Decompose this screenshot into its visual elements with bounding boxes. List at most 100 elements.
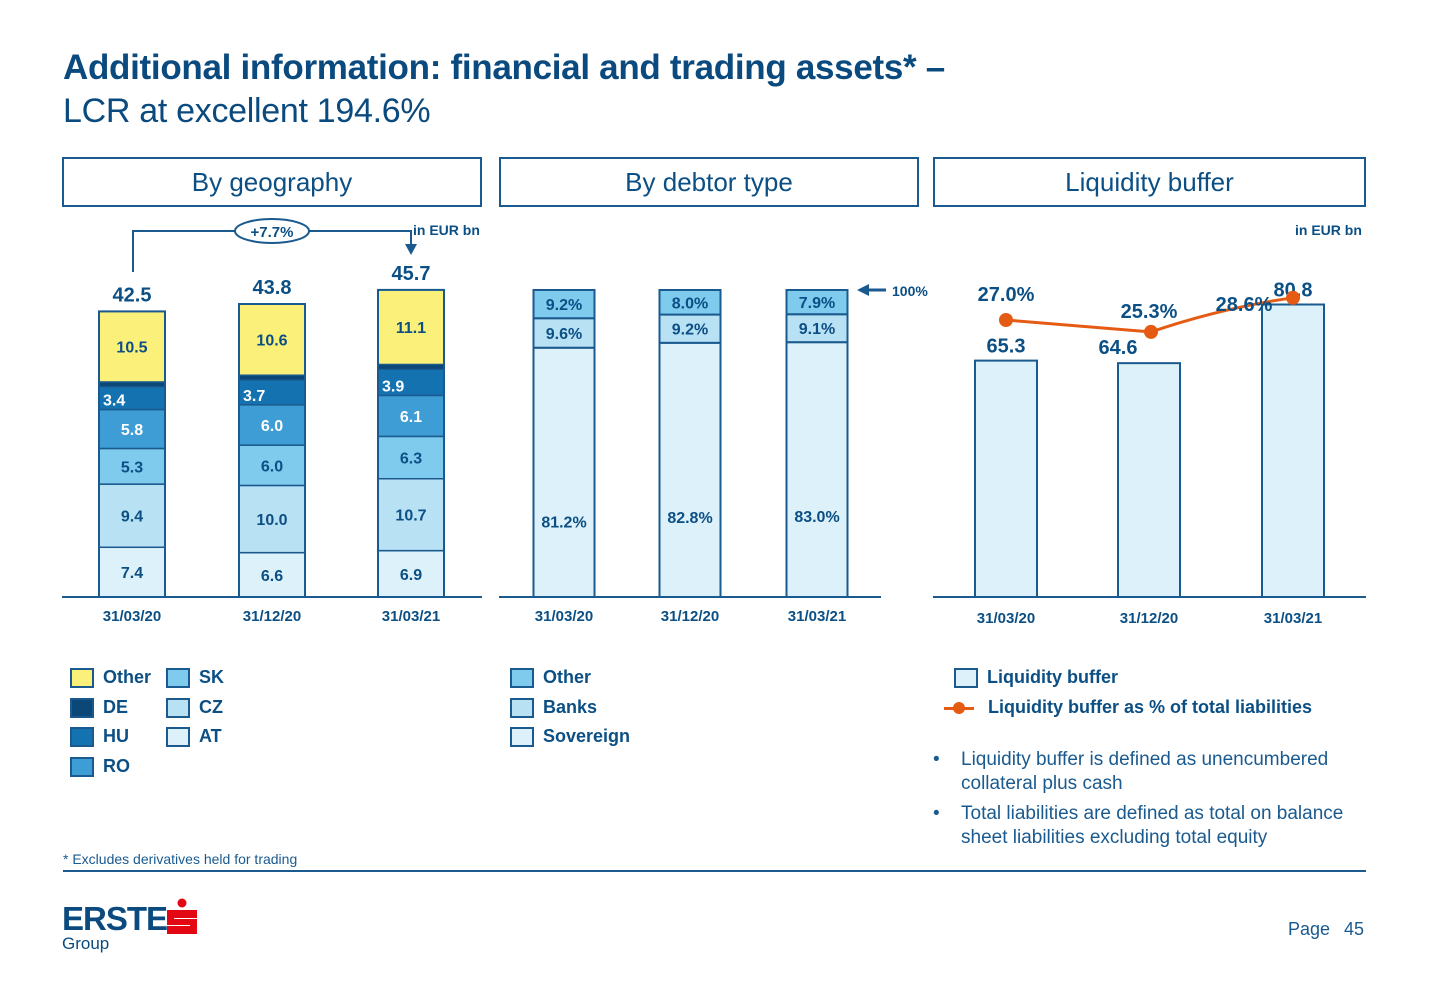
bar-value-label: 64.6: [1099, 337, 1138, 359]
bar-value-label: 5.3: [121, 459, 143, 476]
bar-value-label: 10.7: [395, 508, 426, 525]
bar-total-label: 43.8: [253, 277, 292, 299]
bar-value-label: 8.0%: [672, 295, 708, 312]
bar-segment-other: [532, 289, 596, 320]
bar-value-label: 5.8: [121, 422, 143, 439]
legend-swatch: [510, 726, 534, 747]
bar-value-label: 6.6: [261, 568, 283, 585]
growth-badge-label: +7.7%: [251, 224, 294, 241]
growth-bracket-right: [309, 230, 412, 246]
legend-item-ro: RO: [70, 756, 130, 777]
bar-liquidity-buffer: [974, 359, 1038, 599]
legend-swatch: [166, 697, 190, 718]
legend-label: DE: [103, 697, 129, 717]
bar-total-label: 45.7: [392, 263, 431, 285]
bar-value-label: 82.8%: [667, 510, 712, 527]
erste-group-logo: ERSTE Group: [62, 898, 197, 953]
legend-label: Other: [103, 667, 152, 687]
panel-header-geography: By geography: [62, 157, 482, 207]
x-tick-label: 31/12/20: [661, 608, 719, 625]
definition-notes: Liquidity buffer is defined as unencumbe…: [933, 748, 1373, 856]
page-subtitle: LCR at excellent 194.6%: [63, 92, 431, 130]
bar-value-label: 83.0%: [794, 509, 839, 526]
bar-segment-other: [238, 303, 306, 376]
line-point-marker: [999, 313, 1013, 327]
bar-segment-at: [98, 546, 166, 598]
bar-outline: [377, 288, 445, 598]
legend-swatch: [166, 726, 190, 747]
legend-label: Banks: [543, 697, 598, 717]
bar-value-label: 6.3: [400, 451, 422, 468]
legend-swatch: [166, 667, 190, 688]
page-label: Page: [1288, 919, 1331, 939]
legend-swatch: [510, 697, 534, 718]
bar-value-label: 3.9: [382, 378, 404, 395]
note-bullet: Total liabilities are defined as total o…: [933, 802, 1373, 850]
line-point-marker: [1144, 324, 1158, 339]
unit-label-liquidity: in EUR bn: [1295, 222, 1362, 238]
legend-item-liquidity-buffer-as-of-total-liabilities: Liquidity buffer as % of total liabiliti…: [944, 697, 1312, 718]
hundred-percent-arrow-icon: [857, 284, 869, 296]
x-tick-label: 31/03/20: [977, 610, 1035, 627]
hundred-percent-label: 100%: [892, 283, 928, 299]
legend-item-other: Other: [510, 667, 591, 688]
bar-value-label: 6.0: [261, 418, 283, 435]
bar-segment-at: [377, 549, 445, 598]
bar-segment-sovereign: [785, 341, 849, 598]
bar-segment-other: [785, 289, 849, 316]
bar-value-label: 9.1%: [799, 321, 835, 338]
bar-segment-other: [377, 289, 445, 366]
legend-label: Sovereign: [543, 726, 631, 746]
page-title: Additional information: financial and tr…: [63, 48, 945, 87]
legend-label: AT: [199, 726, 222, 746]
bar-value-label: 9.2%: [546, 297, 582, 314]
legend-item-de: DE: [70, 697, 128, 718]
line-value-label: 28.6%: [1216, 294, 1273, 316]
bar-value-label: 7.9%: [799, 295, 835, 312]
bar-segment-cz: [98, 483, 166, 549]
x-tick-label: 31/03/21: [788, 608, 846, 625]
legend-label: Liquidity buffer as % of total liabiliti…: [988, 697, 1313, 717]
x-tick-label: 31/12/20: [1120, 610, 1178, 627]
bar-segment-sovereign: [532, 346, 596, 598]
growth-bracket-left: [132, 230, 235, 272]
legend-item-cz: CZ: [166, 697, 223, 718]
bar-value-label: 9.4: [121, 509, 143, 526]
logo-wordmark: ERSTE: [62, 900, 168, 937]
bar-value-label: 3.4: [103, 393, 125, 410]
line-value-label: 27.0%: [978, 284, 1035, 306]
bar-total-label: 42.5: [113, 284, 152, 306]
line-liquidity-pct: [1005, 296, 1294, 334]
legend-item-sovereign: Sovereign: [510, 726, 630, 747]
footnote: * Excludes derivatives held for trading: [63, 851, 298, 867]
bar-value-label: 9.2%: [672, 322, 708, 339]
legend-item-hu: HU: [70, 726, 129, 747]
logo-subtext: Group: [62, 934, 110, 953]
page-value: 45: [1344, 919, 1365, 939]
bar-value-label: 6.9: [400, 567, 422, 584]
panel-header-debtor-type: By debtor type: [499, 157, 919, 207]
legend-swatch: [510, 667, 534, 688]
bar-value-label: 81.2%: [541, 515, 586, 532]
legend-item-sk: SK: [166, 667, 224, 688]
footer-divider: [63, 870, 1366, 872]
unit-label-geography: in EUR bn: [413, 222, 480, 238]
legend-item-other: Other: [70, 667, 151, 688]
legend-line-marker-icon: [944, 698, 974, 718]
x-tick-label: 31/03/21: [1264, 610, 1322, 627]
bar-liquidity-buffer: [1117, 362, 1181, 599]
bar-value-label: 10.6: [256, 333, 287, 350]
legend-label: Liquidity buffer: [987, 667, 1118, 687]
page-number: Page 45: [1288, 919, 1364, 940]
legend-swatch: [70, 726, 94, 747]
bar-segment-sovereign: [658, 341, 722, 598]
legend-swatch: [70, 667, 94, 688]
bar-value-label: 10.5: [116, 340, 147, 357]
bar-value-label: 9.6%: [546, 326, 582, 343]
legend-item-at: AT: [166, 726, 222, 747]
bar-value-label: 65.3: [987, 336, 1026, 358]
x-tick-label: 31/03/20: [535, 608, 593, 625]
bar-liquidity-buffer: [1261, 303, 1325, 598]
note-bullet: Liquidity buffer is defined as unencumbe…: [933, 748, 1373, 796]
